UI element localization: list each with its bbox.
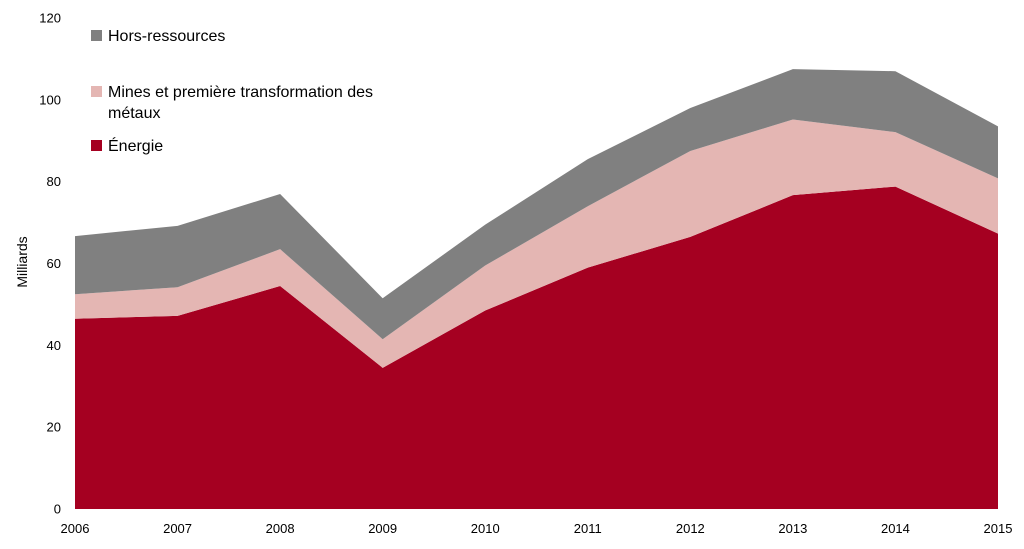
x-tick-label: 2010	[471, 521, 500, 536]
legend-label: métaux	[108, 105, 160, 122]
legend-swatch	[91, 30, 102, 41]
y-tick-label: 80	[47, 174, 61, 189]
area-series-1	[75, 186, 998, 509]
y-tick-label: 20	[47, 420, 61, 435]
legend-label: Mines et première transformation des	[108, 84, 373, 101]
legend-label: Énergie	[108, 136, 163, 155]
area-series-group	[75, 69, 998, 509]
legend-swatch	[91, 86, 102, 97]
x-tick-label: 2012	[676, 521, 705, 536]
y-axis-label: Milliards	[14, 236, 30, 287]
x-tick-label: 2006	[61, 521, 90, 536]
y-axis-ticks: 0 20 40 60 80 100 120	[39, 11, 61, 517]
x-tick-label: 2011	[574, 521, 602, 536]
y-tick-label: 120	[39, 11, 61, 26]
y-tick-label: 60	[47, 256, 61, 271]
y-tick-label: 100	[39, 92, 61, 107]
legend: Hors-ressources Mines et première transfo…	[91, 28, 373, 155]
legend-label: Hors-ressources	[108, 28, 225, 45]
x-tick-label: 2008	[266, 521, 295, 536]
x-tick-label: 2015	[984, 521, 1013, 536]
area-series-2	[75, 119, 998, 368]
x-tick-label: 2009	[368, 521, 397, 536]
x-tick-label: 2007	[163, 521, 192, 536]
legend-swatch	[91, 140, 102, 151]
x-tick-label: 2014	[881, 521, 910, 536]
x-axis-ticks: 2006 2007 2008 2009 2010 2011 2012 2013 2014 2015	[61, 521, 1013, 536]
x-tick-label: 2013	[778, 521, 807, 536]
y-tick-label: 0	[54, 502, 61, 517]
area-series-3	[75, 69, 998, 340]
y-tick-label: 40	[47, 338, 61, 353]
